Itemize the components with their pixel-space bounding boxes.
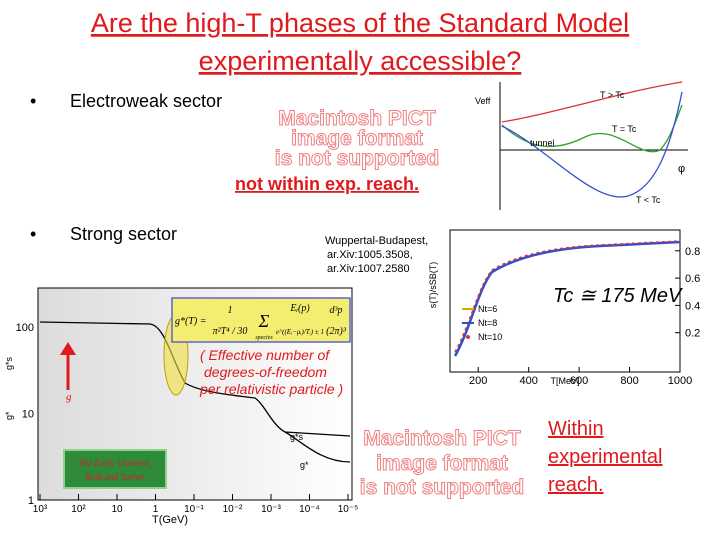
reference: ar.Xiv:1005.3508, [327,249,413,261]
formula-part: Σ [258,311,270,331]
x-tick-label: 10² [71,504,86,515]
formula-part: e^((Eᵢ−μᵢ)/Tᵢ) ± 1 [276,328,324,336]
arrow-head [60,342,76,355]
tc-label: Tc ≅ 175 MeV [553,285,683,307]
formula-part: 1 [228,305,233,316]
side-label: g*s [4,356,14,370]
legend-entry: Nt=10 [478,332,502,342]
image-placeholder: Macintosh PICT image format is not suppo… [274,107,440,171]
bullet: Electroweak sector [70,91,222,111]
x-tick-label: 600 [570,375,588,387]
curve-label: T = Tc [612,124,637,134]
curve-label: g* [300,460,309,470]
formula-part: (2π)³ [326,326,347,337]
x-tick-label: 10⁻⁵ [338,504,359,515]
axis-label: s(T)/sSB(T) [428,262,438,309]
placeholder-line: image format [376,452,508,475]
x-tick-label: 10 [111,504,123,515]
reference: ar.Xiv:1007.2580 [327,263,410,275]
bullet-dot: • [30,91,36,111]
note: not within exp. reach. [235,174,419,194]
lattice-plot: 200 400 600 800 1000 0.8 0.6 0.4 0.2 s(T)/sSB(T)… [428,229,700,387]
axis-label: T(GeV) [152,514,188,526]
frame [449,229,681,373]
y-tick-label: 100 [16,322,34,334]
annotation: ( Effective number of degrees-of-freedom… [199,347,343,397]
curve-label: g*s [290,432,304,442]
bullet: Strong sector [70,224,177,244]
y-tick-label: 10 [22,409,34,421]
curve [454,240,681,353]
annotation-line: ( Effective number of [200,347,331,363]
book-box [63,449,167,489]
axis-label: Veff [475,96,491,106]
side-label: g* [4,411,14,420]
book-line: The Early Universe, [79,458,152,468]
x-tick-label: 10³ [33,504,48,515]
curve [453,240,681,357]
image-placeholder: Macintosh PICT image format is not suppo… [359,427,525,500]
y-tick-label: 1 [28,495,34,507]
title-line: Are the high-T phases of the Standard Mo… [91,8,629,38]
curve-label: T > Tc [600,90,625,100]
formula-part: Eᵢ(p) [289,303,310,314]
formula-box [171,297,351,343]
x-tick-label: 400 [519,375,537,387]
annotation-line: degrees-of-freedom [204,364,327,380]
formula: g*(T) = 1 π²T⁴ / 30 Σ species Eᵢ(p) e^((… [175,303,347,341]
curve [501,104,683,153]
reference: Wuppertal-Budapest, [325,235,428,247]
curve [501,91,683,198]
potential-plot: Veff T > Tc T = Tc tunnel φ T < Tc [475,81,688,210]
placeholder-line: Macintosh PICT [278,107,436,130]
curve [501,81,683,123]
curve [284,431,351,463]
arrow-label: g [66,391,72,403]
legend-swatch [466,335,470,339]
y-tick-label: 0.6 [685,273,700,285]
y-tick-label: 0.8 [685,246,700,258]
axis-label: T[MeV] [550,376,579,386]
curve-label: tunnel [530,138,555,148]
placeholder-line: Macintosh PICT [363,427,521,450]
curve-label: T < Tc [636,195,661,205]
bullet-dot: • [30,224,36,244]
x-tick-label: 10⁻³ [261,504,281,515]
annotation-line: per relativistic particle ) [199,381,343,397]
x-tick-label: 800 [620,375,638,387]
note-line: experimental [548,446,663,468]
x-tick-label: 10⁻¹ [184,504,204,515]
note-line: reach. [548,474,604,496]
title-line: experimentally accessible? [199,46,522,76]
y-tick-label: 0.4 [685,300,700,312]
formula-part: d³p [330,305,343,316]
y-tick-label: 0.2 [685,328,700,340]
placeholder-line: image format [291,127,423,150]
placeholder-line: is not supported [275,147,440,170]
x-tick-label: 10⁻⁴ [299,504,320,515]
note-line: Within [548,418,604,440]
x-tick-label: 1000 [668,375,692,387]
formula-part: species [255,335,273,341]
x-tick-label: 10⁻² [223,504,243,515]
x-tick-label: 200 [469,375,487,387]
legend-entry: Nt=6 [478,304,497,314]
formula-part: π²T⁴ / 30 [213,326,248,337]
formula-part: g*(T) = [175,316,206,327]
axis-label: φ [678,163,685,175]
legend-entry: Nt=8 [478,318,497,328]
x-tick-label: 1 [153,504,159,515]
strong-note: Within experimental reach. [548,418,663,496]
placeholder-line: is not supported [360,476,525,499]
book-line: Kolb and Turner [84,472,146,482]
